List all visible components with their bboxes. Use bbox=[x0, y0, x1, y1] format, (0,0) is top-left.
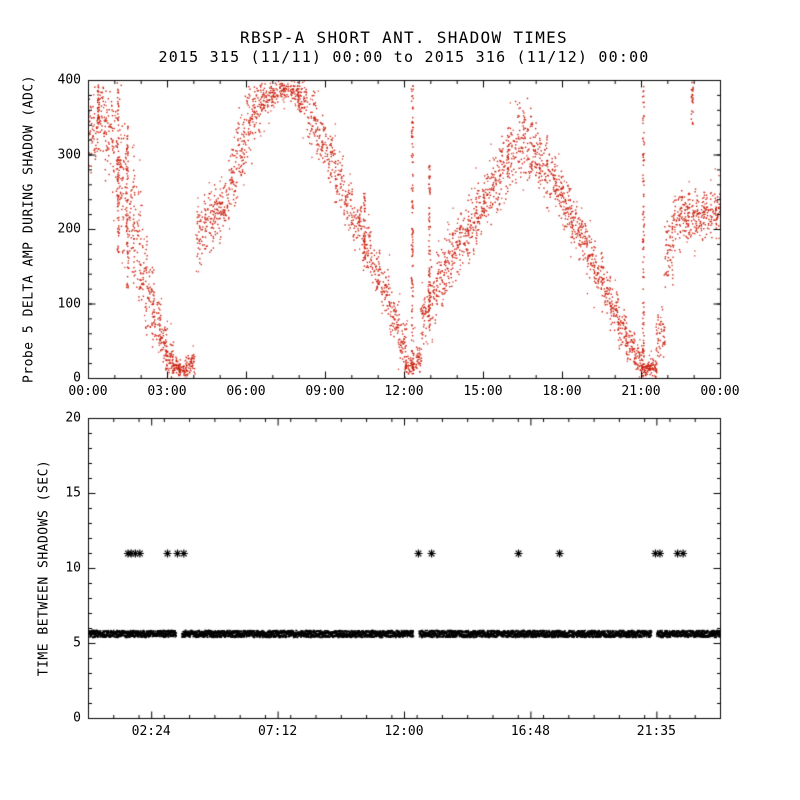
bottom-y-tick-label: 5 bbox=[73, 635, 81, 651]
bottom-panel-y-axis-label: TIME BETWEEN SHADOWS (SEC) bbox=[36, 459, 52, 677]
bottom-x-tick-label: 16:48 bbox=[510, 724, 550, 739]
top-x-tick-label: 15:00 bbox=[463, 384, 503, 399]
bottom-x-tick-label: 02:24 bbox=[131, 724, 171, 739]
top-y-tick-label: 200 bbox=[57, 221, 81, 237]
top-panel-y-axis-label: Probe 5 DELTA AMP DURING SHADOW (ADC) bbox=[21, 74, 37, 384]
top-y-tick-label: 0 bbox=[73, 370, 81, 386]
top-x-tick-label: 00:00 bbox=[68, 384, 108, 399]
top-x-tick-label: 06:00 bbox=[226, 384, 266, 399]
top-x-tick-label: 03:00 bbox=[147, 384, 187, 399]
top-x-tick-label: 09:00 bbox=[305, 384, 345, 399]
top-y-tick-label: 400 bbox=[57, 72, 81, 88]
bottom-x-tick-label: 21:35 bbox=[636, 724, 676, 739]
chart-title: RBSP-A SHORT ANT. SHADOW TIMES bbox=[240, 28, 568, 47]
bottom-x-tick-label: 12:00 bbox=[384, 724, 424, 739]
bottom-x-tick-label: 07:12 bbox=[258, 724, 298, 739]
bottom-y-tick-label: 0 bbox=[73, 710, 81, 726]
top-x-tick-label: 12:00 bbox=[384, 384, 424, 399]
top-y-tick-label: 300 bbox=[57, 147, 81, 162]
bottom-y-tick-label: 20 bbox=[65, 410, 81, 426]
top-x-tick-label: 00:00 bbox=[700, 384, 740, 399]
bottom-y-tick-label: 15 bbox=[65, 485, 81, 501]
bottom-y-tick-label: 10 bbox=[65, 560, 81, 576]
top-x-tick-label: 21:00 bbox=[621, 384, 661, 399]
top-x-tick-label: 18:00 bbox=[542, 384, 582, 399]
top-y-tick-label: 100 bbox=[57, 296, 81, 311]
chart-subtitle: 2015 315 (11/11) 00:00 to 2015 316 (11/1… bbox=[158, 48, 650, 66]
